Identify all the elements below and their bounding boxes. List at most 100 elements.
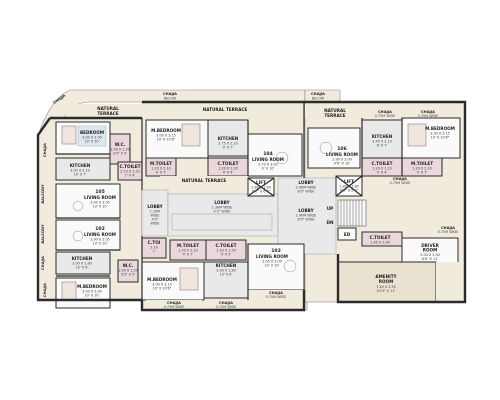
stair-dn-label: DN xyxy=(327,220,334,225)
chajja-below-left: CHAJJA BELOW xyxy=(163,92,177,101)
lobby-right-mid-imp: 8'0" WIDE xyxy=(298,218,315,222)
room-label-wc-102: W.C. 1.00 X 1.50 3'3" X 5' xyxy=(118,263,138,277)
lobby-center-inner xyxy=(171,213,273,231)
lift-2-imp: 6'0" X 6'0" xyxy=(340,189,359,193)
living-102-table xyxy=(72,230,84,242)
lobby-right-mid-name: LOBBY xyxy=(298,208,314,213)
room-label-kitchen-103: KITCHEN 3.00 X 1.80 10' X 6' xyxy=(216,263,237,277)
living-106-name: LIVING ROOM xyxy=(326,152,358,157)
wc-102-name: W.C. xyxy=(123,263,134,268)
natural-terrace-mid-area xyxy=(160,176,248,184)
room-label-ctoilet-right: C.TOILET 1.45 X 1.40 xyxy=(369,235,390,245)
mbed-104-bed xyxy=(181,123,201,147)
room-label-kitchen-106: KITCHEN 2.45 X 2.10 8' X 7' xyxy=(372,134,393,148)
kitchen-104-name: KITCHEN xyxy=(218,136,239,141)
mtoilet-103-dim: 1.20 X 2.10 xyxy=(178,249,198,253)
left-vertical-label-5: CHAJJA xyxy=(43,283,47,297)
mbed-102-imp: 10' X 10' xyxy=(85,294,100,298)
ctoilet-102-imp: 7' xyxy=(152,250,155,254)
mbed-103-bed xyxy=(179,267,199,291)
chajja-tr-1-label: CHAJJA xyxy=(378,110,392,114)
kitchen-105-dim: 3.00 X 2.10 xyxy=(70,169,90,173)
room-label-living-102: LIVING ROOM 3.90 X 3.05 13' X 10' xyxy=(84,232,116,246)
room-label-living-103: LIVING ROOM 3.05 X 3.00 10' X 10' xyxy=(256,254,288,268)
lobby-left-dim: 1.20M xyxy=(150,210,161,214)
mbed-103-imp: 10' X 10'6" xyxy=(153,287,172,291)
living-104-room xyxy=(247,133,303,177)
lobby-left-label: LOBBY 1.20M WIDE 4'0" WIDE xyxy=(147,204,163,226)
room-label-ctoilet-103: C.TOILET 1.20 X 1.50 4' X 5' xyxy=(215,243,236,257)
lift-2-name: LIFT xyxy=(344,179,354,184)
ctoilet-103-room xyxy=(205,239,247,261)
living-102-name: LIVING ROOM xyxy=(84,232,116,237)
kitchen-106-dim: 2.45 X 2.10 xyxy=(372,140,392,144)
bedroom-105-rug xyxy=(77,125,107,147)
living-105-room xyxy=(55,183,121,219)
living-103-imp: 10' X 10' xyxy=(265,264,280,268)
lobby-right-top-imp: 8'0" WIDE xyxy=(298,190,315,194)
mbed-104-dim: 3.00 X 3.15 xyxy=(156,134,176,138)
living-102-room xyxy=(55,219,121,251)
ctoilet-104-dim: 1.20 X 1.20 xyxy=(218,167,238,171)
chajja-below-right-sub: BELOW xyxy=(312,97,325,101)
natural-terrace-top-label: NATURAL TERRACE xyxy=(203,107,248,112)
lobby-left-imp2: WIDE xyxy=(150,222,159,226)
lobby-left-area xyxy=(141,189,169,237)
kitchen-102-imp: 10' X 6' xyxy=(76,266,89,270)
natural-terrace-mid-label: NATURAL TERRACE xyxy=(182,178,227,183)
room-label-kitchen-104: KITCHEN 2.75 X 2.10 9' X 7' xyxy=(218,136,239,150)
ctoilet-104-name: C.TOILET xyxy=(217,161,238,166)
chajja-bottom-1-dim: 0.75M WIDE xyxy=(164,305,185,309)
bedroom-105-bed xyxy=(61,125,77,145)
natural-terrace-left-l1: NATURAL xyxy=(97,106,119,111)
mtoilet-106-imp: 4' X 7' xyxy=(417,171,428,175)
outer-walls-left xyxy=(36,116,306,312)
unit-104-number: 104 xyxy=(263,151,273,157)
natural-terrace-right-l1: NATURAL xyxy=(324,108,346,113)
living-106-room xyxy=(307,127,361,169)
driver-room-name2: ROOM xyxy=(423,248,438,253)
mbed-106-dim: 3.00 X 3.15 xyxy=(430,132,450,136)
lobby-center-area xyxy=(167,193,279,237)
lift-2-cross-b xyxy=(335,175,363,197)
chajja-bottom-3-area xyxy=(248,290,304,300)
staircase xyxy=(337,199,367,227)
room-label-living-104: LIVING ROOM 2.70 X 3.00 9' X 10' xyxy=(252,157,284,171)
wc-105-imp: 3'3" X 5' xyxy=(113,152,127,156)
room-label-kitchen-102: KITCHEN 3.00 X 1.80 10' X 6' xyxy=(72,256,93,270)
driver-room-name: DRIVER xyxy=(421,243,439,248)
ctoilet-105-imp: 7' X 4' xyxy=(125,174,136,178)
bedroom-105-name: BEDROOM xyxy=(80,130,104,135)
room-label-mtoilet-103: M.TOILET 1.20 X 2.10 4' X 7' xyxy=(177,243,199,257)
ctoilet-105-name: C.TOILET xyxy=(119,164,140,169)
chajja-bottom-1-area xyxy=(146,300,202,310)
living-104-imp: 9' X 10' xyxy=(262,167,275,171)
bedroom-105-imp: 10' X 10' xyxy=(85,140,100,144)
room-label-mbed-103: M.BEDROOM 3.00 X 3.15 10' X 10'6" xyxy=(147,277,177,291)
lobby-right-top-label: LOBBY 2.40M WIDE 8'0" WIDE xyxy=(296,180,317,194)
ctoilet-105-dim: 2.10 X 1.20 xyxy=(120,170,140,174)
driver-room-dim: 2.00 X 3.30 xyxy=(420,253,440,257)
lobby-center-dim: 1.30M WIDE xyxy=(212,206,233,210)
chajja-bottom-2-area xyxy=(204,300,248,310)
room-label-bedroom-105: BEDROOM 3.00 X 3.05 10' X 10' xyxy=(80,130,104,144)
kitchen-105-name: KITCHEN xyxy=(70,163,91,168)
lobby-right-top-name: LOBBY xyxy=(298,180,314,185)
wc-105-dim: 1.00 X 1.50 xyxy=(110,148,130,152)
living-106-table xyxy=(319,141,333,155)
ctoilet-103-name: C.TOILET xyxy=(215,243,236,248)
lobby-center-name: LOBBY xyxy=(214,200,230,205)
kitchen-103-dim: 3.00 X 1.80 xyxy=(216,269,236,273)
chajja-right-low-area xyxy=(436,262,464,302)
kitchen-102-dim: 3.00 X 1.80 xyxy=(72,262,92,266)
mtoilet-103-name: M.TOILET xyxy=(177,243,199,248)
living-105-name: LIVING ROOM xyxy=(84,195,116,200)
living-104-dim: 2.70 X 3.00 xyxy=(258,163,278,167)
chajja-bottom-3-label: CHAJJA xyxy=(269,291,283,295)
ed-label: ED xyxy=(344,232,351,237)
chajja-below-right: CHAJJA BELOW xyxy=(311,92,325,101)
room-label-wc-105: W.C. 1.00 X 1.50 3'3" X 5' xyxy=(110,142,130,156)
living-102-dim: 3.90 X 3.05 xyxy=(90,238,110,242)
kitchen-103-name: KITCHEN xyxy=(216,263,237,268)
room-label-ctoilet-106: C.TOILET 1.20 X 1.20 4' X 4' xyxy=(371,161,392,175)
